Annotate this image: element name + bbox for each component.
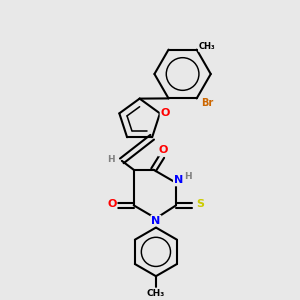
Text: CH₃: CH₃ [147,289,165,298]
Text: H: H [184,172,192,182]
Text: N: N [174,176,183,185]
Text: CH₃: CH₃ [199,42,215,51]
Text: Br: Br [201,98,213,108]
Text: H: H [107,155,114,164]
Text: O: O [159,146,168,155]
Text: O: O [160,108,170,118]
Text: S: S [196,200,204,209]
Text: N: N [151,216,160,226]
Text: O: O [107,199,116,209]
